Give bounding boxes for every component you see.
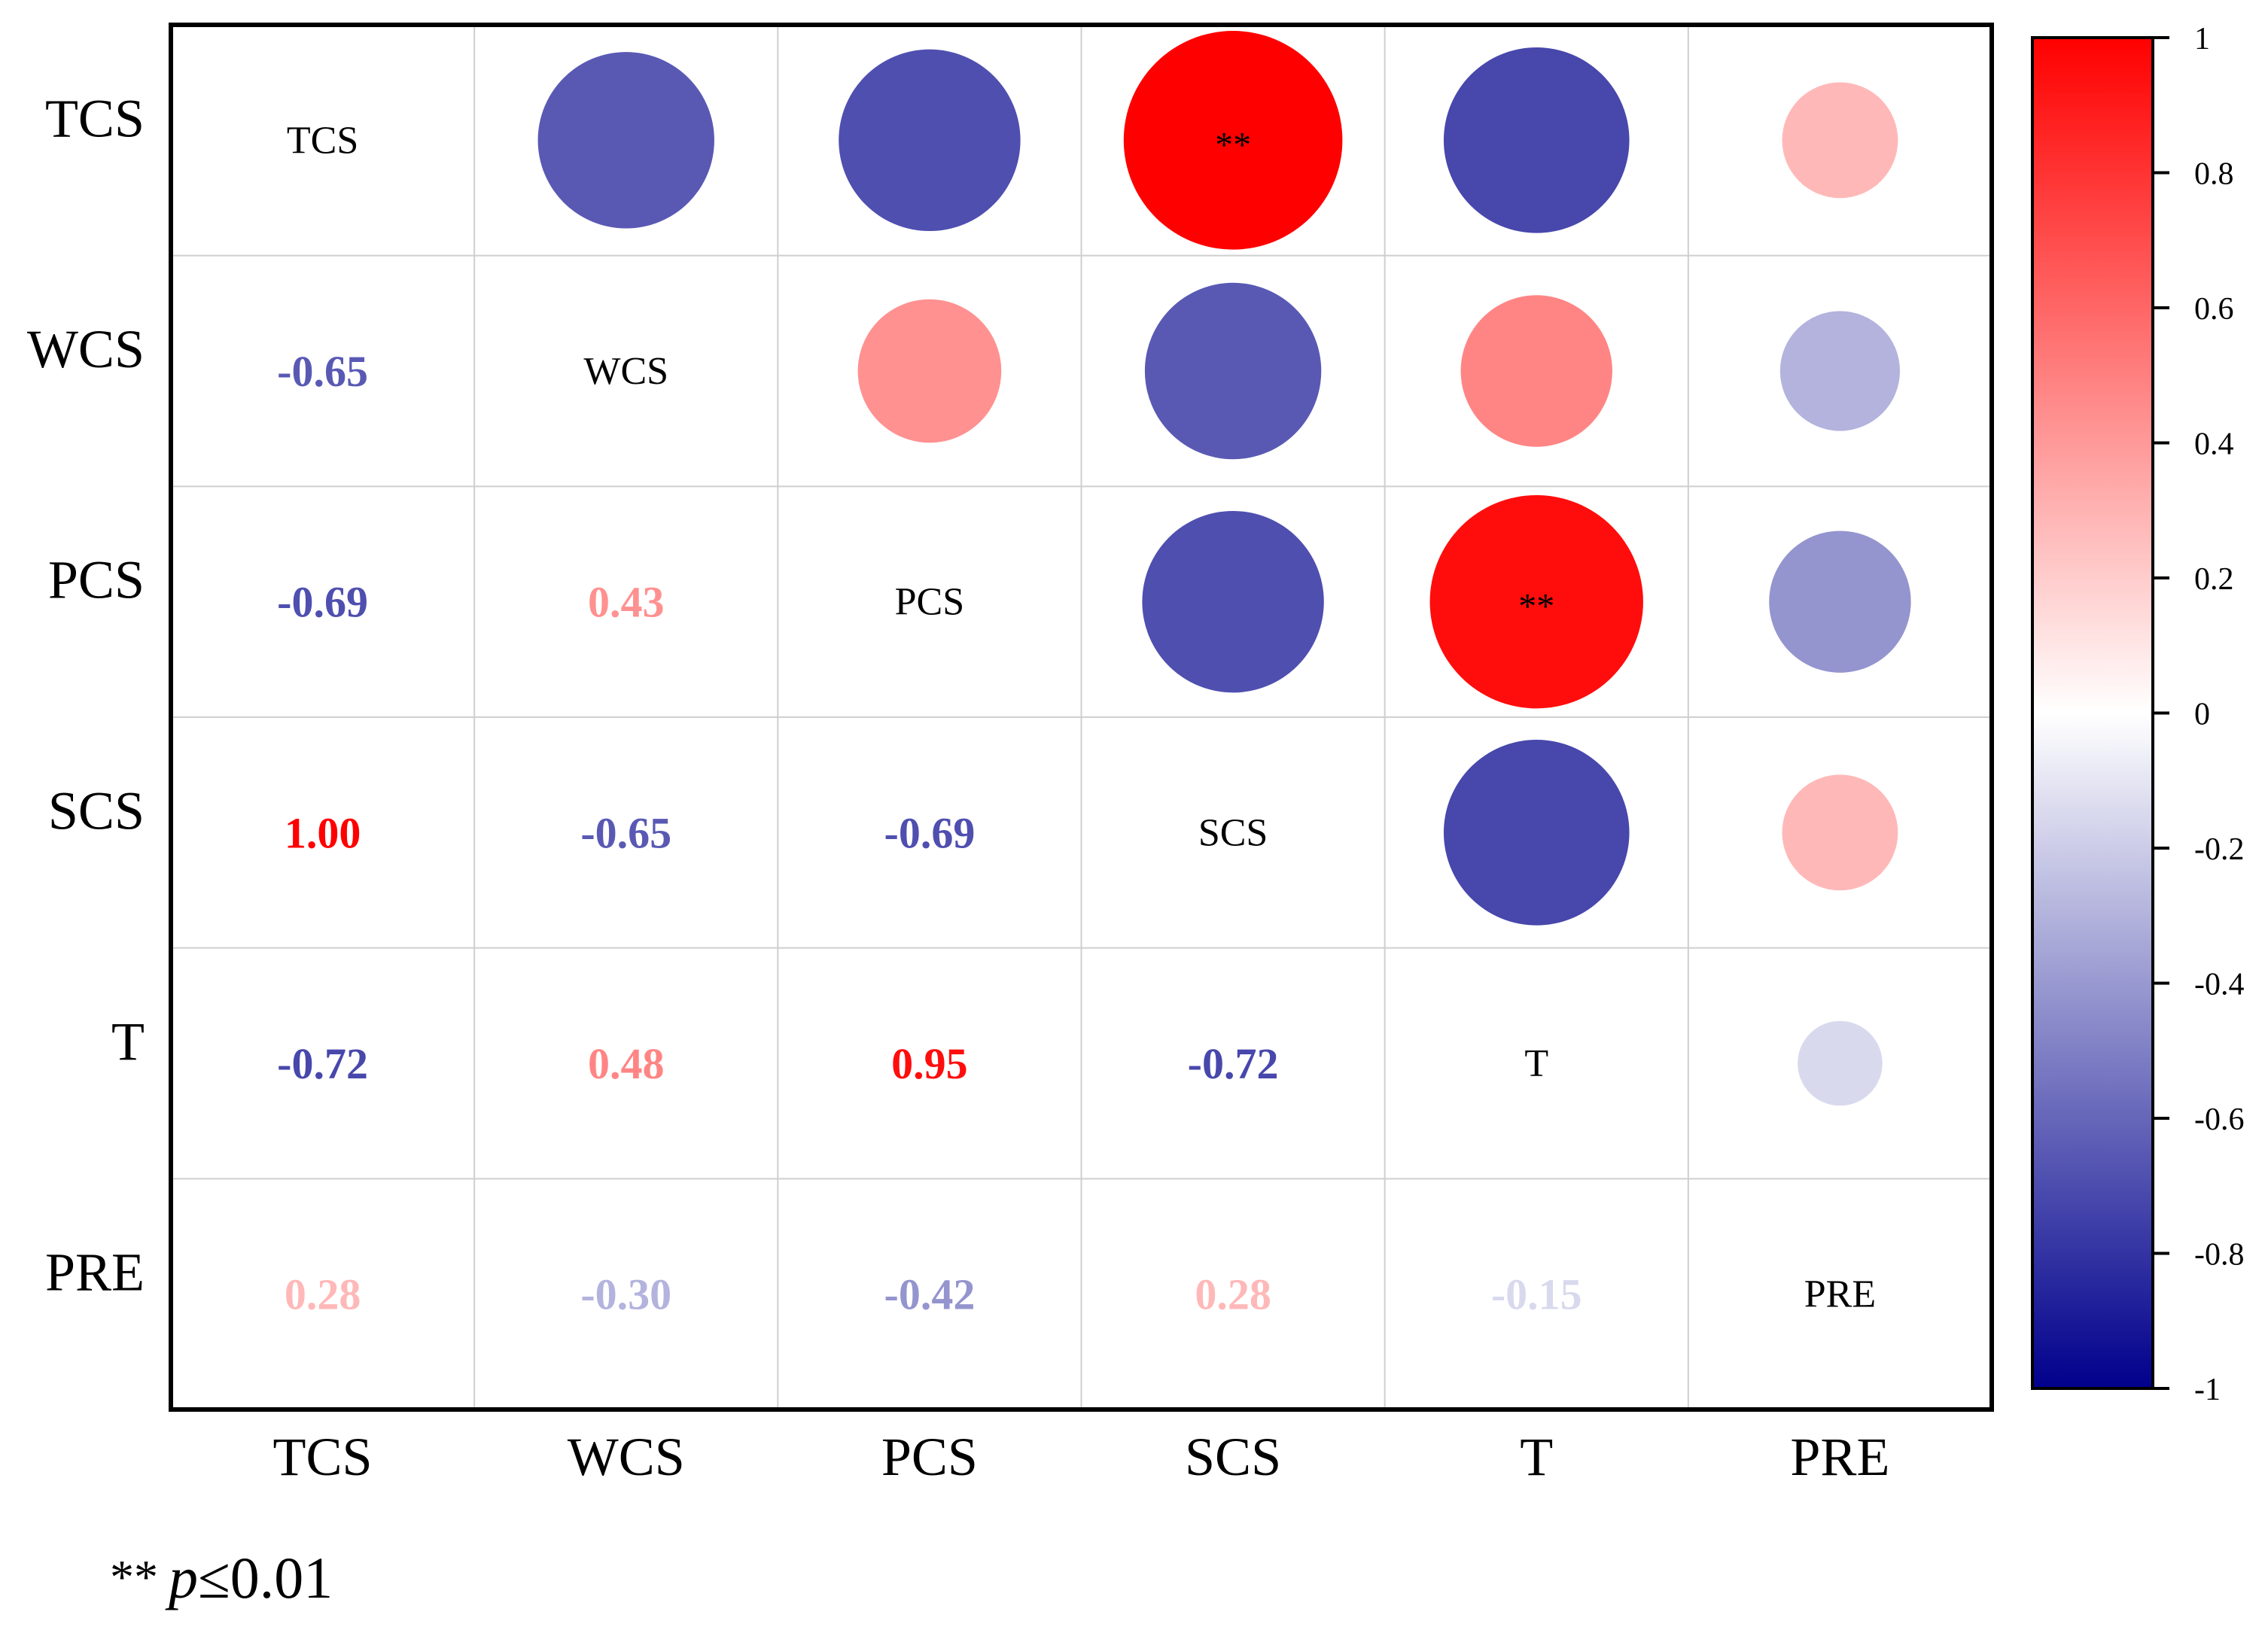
x-tick-label: PRE [1790,1427,1889,1487]
correlation-circle [1782,774,1898,891]
colorbar: 1 0.8 0.6 0.4 0.2 0 -0.2 -0.4 -0.6 -0.8 -1 [2031,22,2245,1407]
correlation-circle [1123,31,1343,250]
colorbar-tick-label: -0.4 [2194,968,2245,1002]
significance-marker: ** [1215,125,1251,165]
correlation-value: -0.72 [277,1039,368,1088]
correlation-circle [1443,740,1630,926]
correlation-value: -0.72 [1188,1039,1279,1088]
correlation-value: 0.48 [588,1039,665,1088]
colorbar-gradient [2031,36,2154,1390]
correlation-value: -0.69 [277,578,368,627]
footnote-threshold: ≤0.01 [198,1545,333,1610]
correlation-circle [1144,282,1322,460]
footnote-p: p [169,1545,198,1610]
colorbar-tick-label: -1 [2194,1373,2221,1407]
footnote-stars: ** [110,1550,158,1604]
x-tick-label: PCS [881,1427,978,1487]
x-tick-label: TCS [273,1427,373,1487]
colorbar-tick-label: 0 [2194,698,2210,732]
correlation-circle [1443,47,1630,233]
diagonal-label: PCS [895,581,965,624]
correlation-circle [1142,510,1324,693]
correlation-value: 0.28 [285,1270,361,1319]
x-tick-label: SCS [1185,1427,1281,1487]
correlation-value: -0.65 [277,347,368,396]
correlation-circle [1798,1020,1883,1106]
y-tick-label: T [111,1011,145,1072]
correlation-circle [1779,311,1901,431]
axis-labels: TCS TCS WCS WCS PCS PCS SCS SCS T T PRE PRE [27,88,1889,1487]
colorbar-tick-label: -0.2 [2194,832,2245,867]
colorbar-tick-label: 0.2 [2194,562,2234,597]
correlation-value: 0.43 [588,578,665,627]
correlation-value: -0.69 [884,808,976,857]
matrix-cells: TCS ** -0.65 WCS -0.69 0.43 PCS ** 1.00 -0.65 -0.6… [277,31,1911,1319]
correlation-circle [839,49,1021,232]
colorbar-tick-label: 0.8 [2194,157,2234,192]
y-tick-label: SCS [48,780,145,841]
colorbar-tick-label: 0.4 [2194,427,2234,462]
correlation-circle [1782,82,1898,199]
correlation-circle [1769,531,1911,673]
y-tick-label: TCS [45,88,145,148]
x-tick-label: WCS [568,1427,685,1487]
correlation-circle [1460,295,1612,447]
diagonal-label: T [1524,1042,1548,1085]
y-tick-label: WCS [27,319,145,379]
correlation-value: -0.15 [1491,1270,1582,1319]
significance-marker: ** [1518,587,1554,627]
x-tick-label: T [1520,1427,1553,1487]
correlation-value: -0.30 [580,1270,671,1319]
correlation-value: 0.28 [1195,1270,1271,1319]
correlation-value: -0.65 [580,808,671,857]
diagonal-label: SCS [1198,811,1268,854]
y-tick-label: PRE [45,1242,145,1303]
correlation-circle [857,299,1002,443]
diagonal-label: PRE [1804,1273,1876,1316]
correlation-value: 1.00 [285,808,361,857]
correlation-circle [1429,494,1643,709]
significance-footnote: ** p≤0.01 [110,1544,333,1612]
grid [169,23,1994,1412]
correlation-value: -0.42 [884,1270,976,1319]
diagonal-label: WCS [583,350,668,393]
y-tick-label: PCS [48,550,145,610]
correlation-value: 0.95 [891,1039,968,1088]
correlation-circle [537,52,714,229]
colorbar-tick-label: -0.6 [2194,1102,2245,1137]
diagonal-label: TCS [287,119,358,162]
colorbar-tick-label: 0.6 [2194,292,2234,327]
colorbar-tick-label: -0.8 [2194,1238,2245,1273]
plot-frame [169,23,1994,1412]
colorbar-tick-label: 1 [2194,22,2210,56]
